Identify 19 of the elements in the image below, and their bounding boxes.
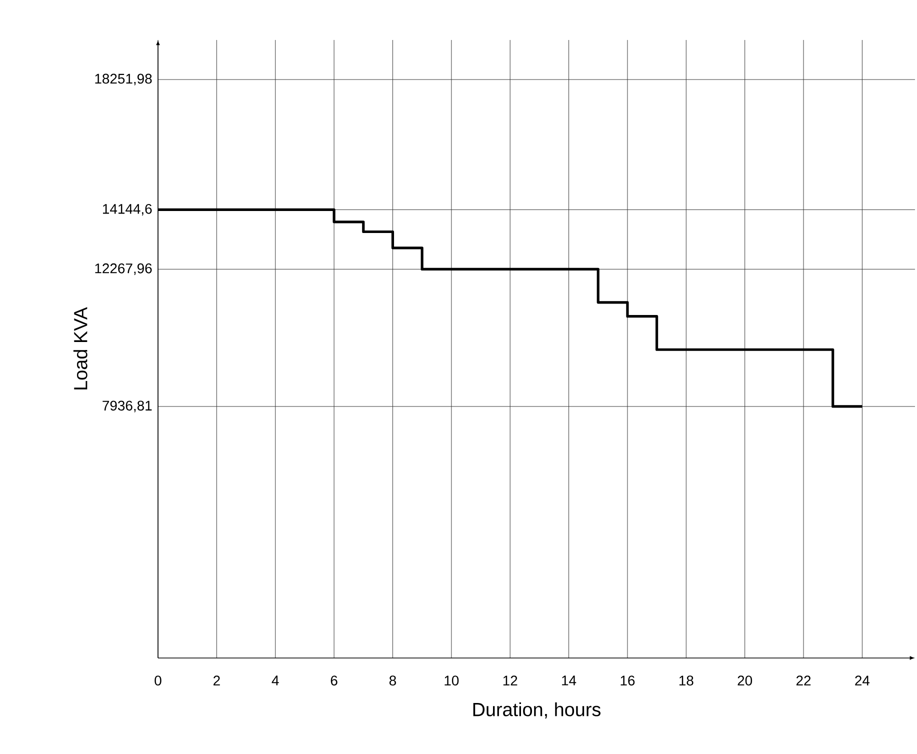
x-axis-title: Duration, hours	[473, 702, 600, 718]
x-tick-label: 4	[272, 676, 279, 686]
x-tick-label: 0	[154, 676, 162, 686]
y-tick-label: 12267,96	[95, 263, 152, 275]
x-tick-label: 2	[214, 676, 220, 686]
x-tick-label: 8	[389, 676, 396, 686]
x-tick-label: 22	[796, 676, 811, 686]
x-tick-label: 18	[679, 676, 694, 686]
x-tick-label: 14	[562, 676, 576, 686]
x-tick-label: 12	[503, 676, 518, 686]
x-tick-label: 16	[620, 676, 635, 686]
y-tick-label: 14144,6	[103, 204, 152, 216]
x-tick-label: 24	[855, 676, 870, 686]
y-tick-label: 7936,81	[102, 400, 152, 412]
y-tick-label: 18251,98	[95, 74, 152, 86]
x-tick-label: 10	[444, 676, 459, 686]
y-axis-title: Load KVA	[73, 307, 88, 390]
x-tick-label: 20	[738, 676, 752, 686]
x-tick-label: 6	[330, 676, 338, 686]
